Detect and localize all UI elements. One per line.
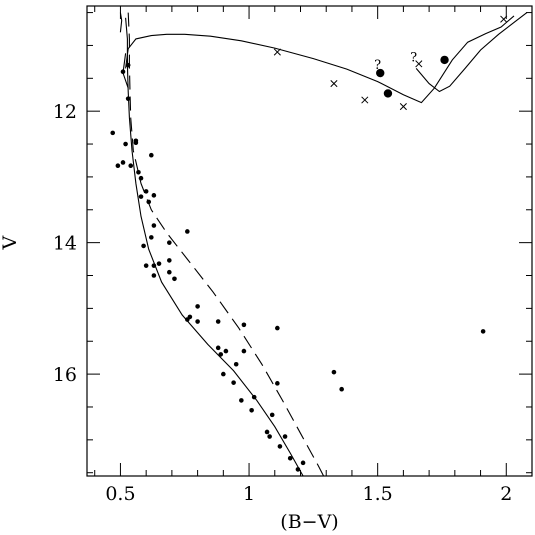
star-point-42 <box>251 394 257 400</box>
star-point-52 <box>275 325 280 331</box>
x-tick-label: 0.5 <box>105 483 135 505</box>
isochrone-curve-3 <box>125 15 515 104</box>
x-tick-label: 1.5 <box>363 483 393 505</box>
star-point-34 <box>221 371 226 377</box>
star-point-54 <box>339 386 344 392</box>
star-point-39 <box>241 322 247 328</box>
star-points: ?? <box>110 15 508 472</box>
x-tick-label: 2 <box>500 483 512 505</box>
star-point-40 <box>241 348 247 354</box>
star-point-24 <box>167 269 172 275</box>
star-point-18 <box>151 263 157 268</box>
star-point-31 <box>215 319 221 324</box>
star-point-23 <box>167 258 172 263</box>
star-point-29 <box>195 304 200 309</box>
star-point-41 <box>249 407 254 413</box>
star-point-8 <box>136 170 141 175</box>
star-point-47 <box>277 444 283 449</box>
star-point-38 <box>239 398 244 403</box>
y-tick-label: 16 <box>53 364 77 386</box>
star-point-25 <box>172 276 177 282</box>
star-point-15 <box>141 243 146 249</box>
star-point-36 <box>231 380 236 385</box>
star-point-55 <box>480 329 486 334</box>
question-mark-1: ? <box>374 58 381 73</box>
star-point-43 <box>264 429 270 435</box>
y-axis-label: V <box>0 236 21 251</box>
star-point-2 <box>115 163 121 169</box>
star-point-19 <box>151 273 157 278</box>
star-point-7 <box>133 140 139 146</box>
star-point-10 <box>138 194 144 199</box>
star-point-30 <box>195 319 200 324</box>
star-point-49 <box>287 455 293 461</box>
star-point-56 <box>125 62 131 68</box>
question-mark-2: ? <box>410 50 417 65</box>
star-point-48 <box>282 434 288 439</box>
isochrone-curve-4 <box>415 12 528 93</box>
isochrone-curve-1 <box>125 17 304 476</box>
axis-ticks: 0.5 1 1.5 2 12 14 16 <box>53 6 533 505</box>
star-point-53 <box>331 369 337 375</box>
star-point-1 <box>110 130 116 136</box>
cross-marker-2 <box>330 80 338 88</box>
star-point-21 <box>156 261 162 266</box>
star-point-44 <box>267 434 272 439</box>
star-point-17 <box>149 235 154 240</box>
cross-marker-3 <box>361 96 369 104</box>
cross-marker-5 <box>415 60 423 68</box>
star-point-37 <box>233 361 239 367</box>
x-tick-label: 1 <box>243 483 255 505</box>
star-point-11 <box>143 189 149 194</box>
star-point-20 <box>151 223 157 228</box>
star-point-4 <box>123 141 128 147</box>
y-tick-label: 12 <box>53 101 77 123</box>
star-point-51 <box>300 460 306 466</box>
star-point-57 <box>120 69 126 75</box>
star-point-22 <box>167 240 172 245</box>
star-point-26 <box>185 229 190 234</box>
star-point-50 <box>295 467 301 472</box>
star-point-33 <box>218 352 224 357</box>
star-point-3 <box>120 160 126 165</box>
isochrone-curves <box>119 12 528 476</box>
giant-star-point-1 <box>376 68 385 78</box>
star-point-12 <box>146 199 152 205</box>
isochrone-curve-dashed-2 <box>127 12 325 476</box>
star-point-9 <box>138 175 144 181</box>
x-axis-label: (B−V) <box>280 511 338 533</box>
star-point-35 <box>223 348 229 354</box>
y-tick-label: 14 <box>53 233 77 255</box>
star-point-5 <box>128 163 134 169</box>
giant-star-point-2 <box>383 89 393 98</box>
star-point-32 <box>215 345 221 351</box>
star-point-16 <box>143 263 149 268</box>
cross-marker-1 <box>273 48 281 56</box>
giant-star-point-3 <box>440 55 449 65</box>
star-point-45 <box>269 412 275 418</box>
star-point-13 <box>149 152 154 158</box>
plot-frame <box>86 5 533 477</box>
cross-marker-4 <box>399 103 407 111</box>
star-point-46 <box>275 381 280 386</box>
star-point-58 <box>125 96 131 101</box>
star-point-14 <box>151 193 157 198</box>
star-point-28 <box>187 314 193 320</box>
